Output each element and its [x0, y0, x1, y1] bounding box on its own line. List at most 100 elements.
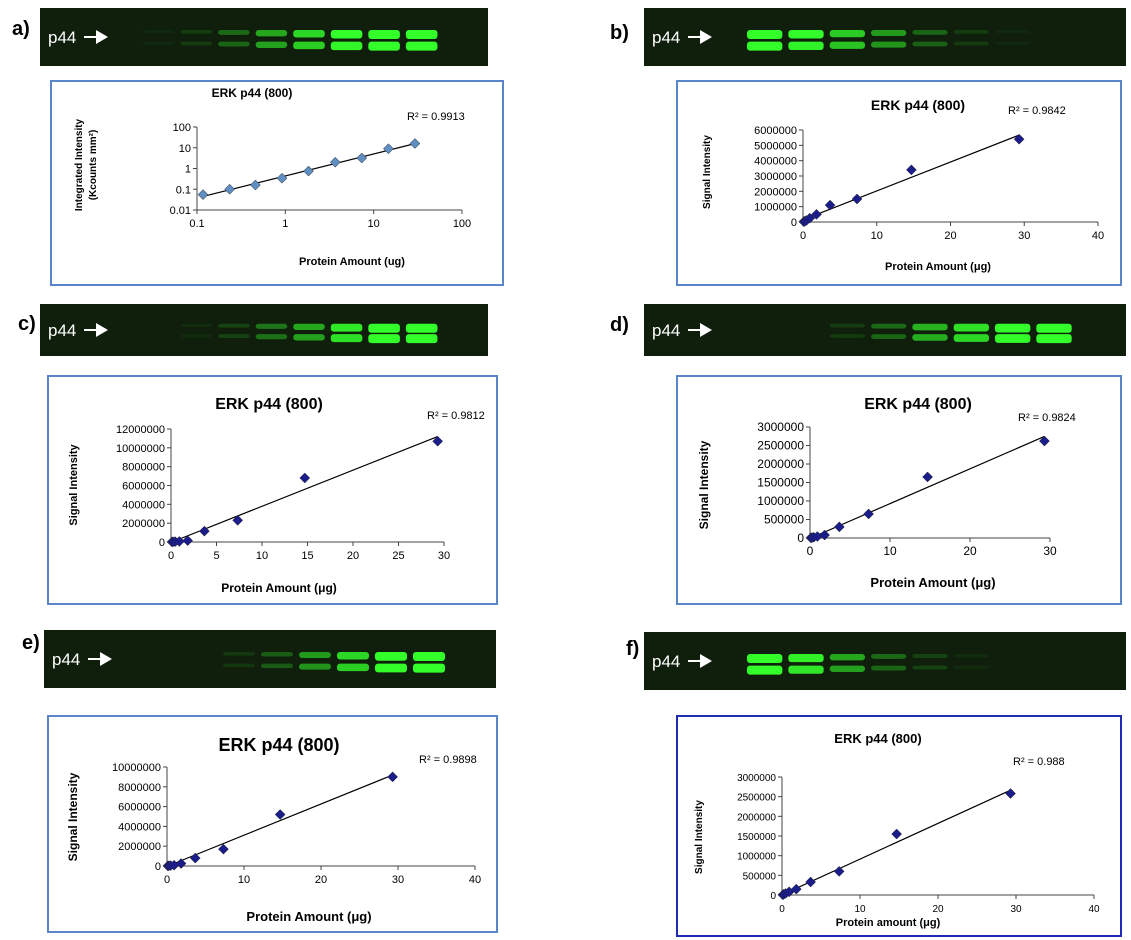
data-point [805, 876, 816, 888]
chart-box-e: ERK p44 (800) R² = 0.9898 0 2000000 4000000 6… [47, 715, 498, 933]
panel-label-a: a) [12, 18, 30, 40]
x-tick-label: 10 [368, 218, 380, 230]
blot-lane [180, 30, 213, 46]
y-tick-label: 6000000 [118, 802, 161, 814]
blot-band [871, 41, 907, 48]
chart-title: ERK p44 (800) [215, 396, 323, 413]
blot-lane [293, 323, 325, 341]
x-tick-label: 20 [347, 550, 359, 562]
blot-lane [995, 323, 1031, 343]
data-point [356, 152, 368, 164]
blot-band [368, 41, 400, 51]
blot-band [912, 334, 948, 341]
blot-band [143, 41, 175, 45]
panel-label-d: d) [610, 314, 629, 336]
blot-lane [299, 652, 331, 670]
blot-lane [218, 323, 250, 339]
blot-band [143, 30, 175, 34]
data-point [173, 536, 185, 547]
blot-lane [337, 652, 369, 672]
blot-band [218, 323, 250, 328]
x-tick-label: 0.1 [189, 218, 204, 230]
data-point [1013, 133, 1025, 145]
blot-lane [1036, 323, 1072, 344]
blot-band [912, 41, 948, 47]
y-tick-label: 10 [179, 143, 191, 155]
data-point [224, 183, 235, 195]
blot-band [871, 30, 907, 37]
y-tick-label: 500000 [764, 513, 804, 527]
western-blot-e: p44 [44, 630, 496, 688]
chart-box-a: ERK p44 (800) R² = 0.9913 0.01 0.1 1 10 100 0.1… [50, 80, 504, 286]
blot-lane [293, 30, 325, 50]
blot-band [953, 41, 989, 46]
blot-band [829, 41, 865, 49]
blot-band [995, 334, 1031, 343]
r-squared-label: R² = 0.9824 [1018, 412, 1076, 424]
data-point [182, 535, 194, 546]
blot-band [871, 665, 907, 671]
x-tick-label: 20 [932, 904, 944, 915]
blot-band [180, 323, 213, 328]
blot-band [912, 654, 948, 658]
blot-label: p44 [48, 28, 76, 47]
blot-band [299, 652, 331, 659]
blot-lane [218, 30, 250, 47]
blot-lane [368, 30, 400, 51]
western-blot-f: p44 [644, 632, 1126, 690]
blot-lane [747, 30, 783, 51]
y-tick-label: 2500000 [737, 793, 776, 804]
blot-lane [405, 30, 438, 51]
chart-title: ERK p44 (800) [864, 396, 972, 413]
blot-lane [871, 654, 907, 671]
blot-band [405, 323, 438, 333]
blot-band [330, 323, 363, 332]
panel-label-f: f) [626, 638, 640, 660]
y-tick-label: 10000000 [112, 762, 161, 774]
blot-band [218, 41, 250, 47]
x-tick-label: 10 [871, 230, 883, 242]
y-axis-label: Signal Intensity [702, 135, 713, 209]
blot-lane [405, 323, 438, 344]
blot-band [747, 30, 783, 40]
data-point [833, 866, 845, 877]
blot-band [293, 334, 325, 341]
blot-band [330, 334, 363, 343]
trendline [803, 134, 1020, 221]
y-tick-label: 2000000 [754, 186, 797, 198]
data-point [863, 508, 874, 520]
x-axis-label: Protein Amount (μg) [870, 575, 995, 590]
data-point [811, 208, 822, 220]
data-point [906, 164, 917, 176]
trendline [167, 774, 393, 867]
x-tick-label: 30 [392, 874, 404, 886]
r-squared-label: R² = 0.9812 [427, 410, 485, 422]
r-squared-label: R² = 0.9898 [419, 754, 477, 766]
y-tick-label: 2000000 [118, 841, 161, 853]
blot-band [829, 323, 865, 328]
blot-lane [829, 654, 865, 672]
blot-band [953, 665, 989, 669]
x-axis-label: Protein Amount (ug) [299, 256, 405, 268]
blot-band [829, 665, 865, 672]
blot-band [788, 654, 824, 663]
chart-title: ERK p44 (800) [834, 731, 921, 746]
y-axis-label: Signal Intensity [66, 772, 80, 861]
right-arrow-icon [84, 30, 108, 44]
blot-lane [829, 323, 865, 338]
r-squared-label: R² = 0.988 [1013, 756, 1065, 768]
blot-lane [747, 654, 783, 675]
blot-band [995, 30, 1031, 34]
x-tick-label: 40 [1092, 230, 1104, 242]
y-tick-label: 1500000 [737, 832, 776, 843]
y-tick-label: 1 [185, 164, 191, 176]
blot-band [1036, 323, 1072, 333]
data-point [299, 472, 311, 484]
blot-band [829, 654, 865, 661]
r-squared-label: R² = 0.9913 [407, 111, 465, 123]
x-tick-label: 25 [392, 550, 404, 562]
right-arrow-icon [688, 654, 712, 668]
blot-band [368, 334, 400, 344]
blot-lane [912, 654, 948, 670]
y-tick-label: 3000000 [737, 773, 776, 784]
